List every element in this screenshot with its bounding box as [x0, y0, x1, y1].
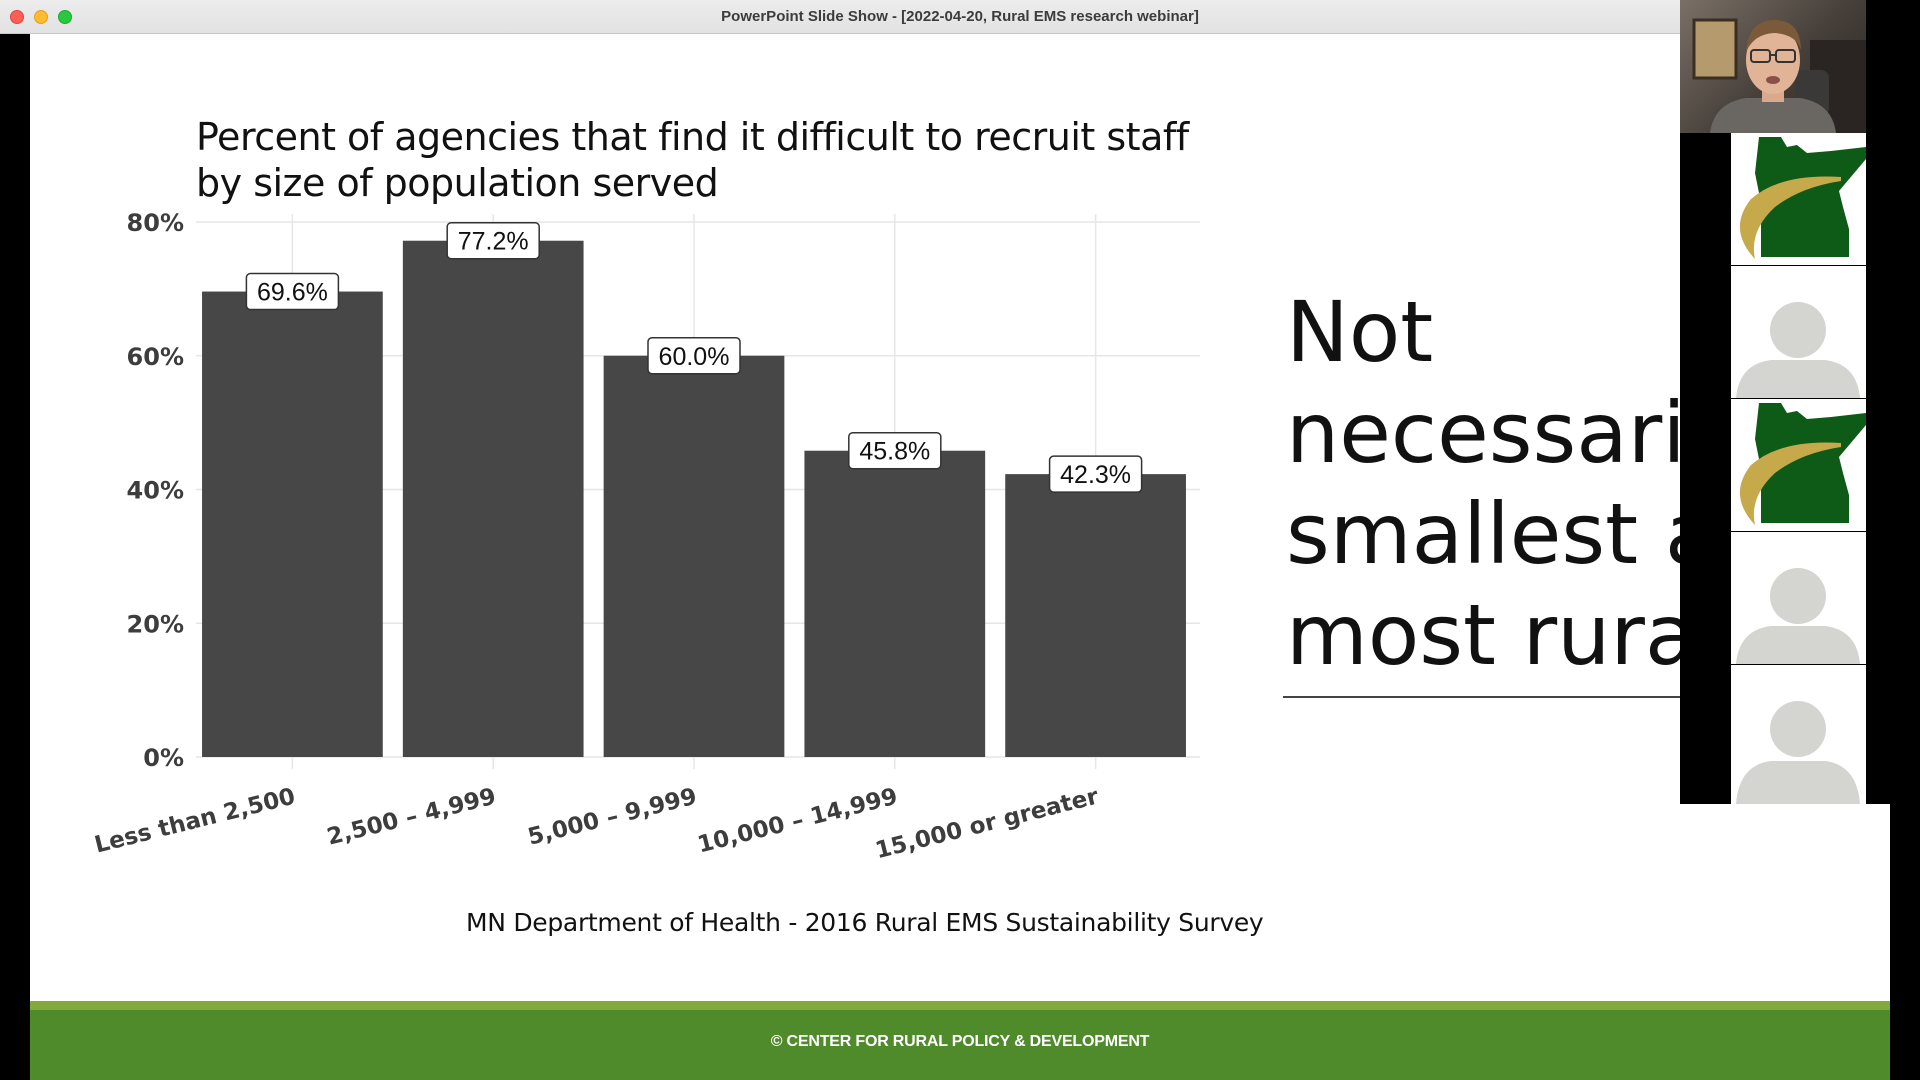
title-bar: PowerPoint Slide Show - [2022-04-20, Rur… [0, 0, 1920, 34]
user-avatar-icon[interactable] [1731, 532, 1866, 664]
maximize-window-button[interactable] [58, 10, 72, 24]
heading-line-1: Not [1286, 283, 1434, 381]
y-tick-label: 60% [127, 343, 184, 371]
slide-heading: Not necessarily smallest and most rural [1286, 282, 1890, 686]
footer-accent-strip [30, 1001, 1890, 1010]
data-label-box [1048, 455, 1143, 493]
presenter-video-graphic [1692, 18, 1866, 133]
x-tick-label: Less than 2,500 [92, 784, 298, 859]
data-label: 60.0% [659, 343, 730, 371]
bar-chart: 0% 20% 40% 60% 80% 69.6% Less than 2,500 77.2% 2… [92, 209, 1200, 864]
user-avatar-graphic [1736, 302, 1860, 398]
data-label-box [848, 431, 942, 470]
data-label-box [446, 221, 540, 260]
x-tick-label: 15,000 or greater [873, 783, 1102, 864]
data-label: 42.3% [1060, 461, 1131, 489]
minnesota-logo-icon[interactable] [1731, 133, 1866, 265]
chart-title: Percent of agencies that find it difficu… [196, 115, 1189, 205]
user-avatar-icon[interactable] [1731, 665, 1866, 804]
heading-line-4: most rural [1286, 586, 1720, 684]
user-avatar-graphic [1736, 568, 1860, 664]
y-tick-label: 0% [143, 744, 184, 772]
close-window-button[interactable] [10, 10, 24, 24]
user-avatar-graphic [1736, 701, 1860, 804]
window-title: PowerPoint Slide Show - [2022-04-20, Rur… [721, 8, 1199, 25]
data-label-box [245, 272, 340, 311]
data-label: 69.6% [257, 279, 328, 307]
chart-bar [402, 240, 584, 758]
chart-bar [603, 355, 785, 757]
presenter-video-icon[interactable] [1680, 0, 1866, 133]
data-label-box [647, 337, 741, 375]
data-label: 77.2% [458, 228, 529, 256]
slide-footer: © CENTER FOR RURAL POLICY & DEVELOPMENT [30, 1010, 1890, 1080]
y-tick-label: 20% [127, 610, 184, 638]
chart-bar [804, 450, 986, 757]
y-tick-label: 80% [127, 209, 184, 237]
chart-source: MN Department of Health - 2016 Rural EMS… [466, 908, 1264, 937]
data-label: 45.8% [859, 438, 930, 466]
heading-line-2: necessarily [1286, 384, 1759, 482]
x-tick-label: 10,000 – 14,999 [695, 784, 900, 859]
heading-divider [1283, 696, 1703, 698]
minnesota-logo-graphic [1739, 137, 1866, 259]
minnesota-logo-icon[interactable] [1731, 399, 1866, 531]
x-tick-label: 5,000 – 9,999 [525, 784, 699, 851]
y-tick-label: 40% [127, 477, 184, 505]
chart-bar [202, 291, 383, 757]
minimize-window-button[interactable] [34, 10, 48, 24]
panel-scroll-area[interactable] [1866, 133, 1920, 804]
presentation-slide[interactable]: Percent of agencies that find it difficu… [30, 34, 1890, 1080]
x-tick-label: 2,500 – 4,999 [324, 784, 498, 851]
chart-bar [1005, 474, 1186, 757]
minnesota-logo-graphic [1739, 403, 1866, 525]
user-avatar-icon[interactable] [1731, 266, 1866, 398]
